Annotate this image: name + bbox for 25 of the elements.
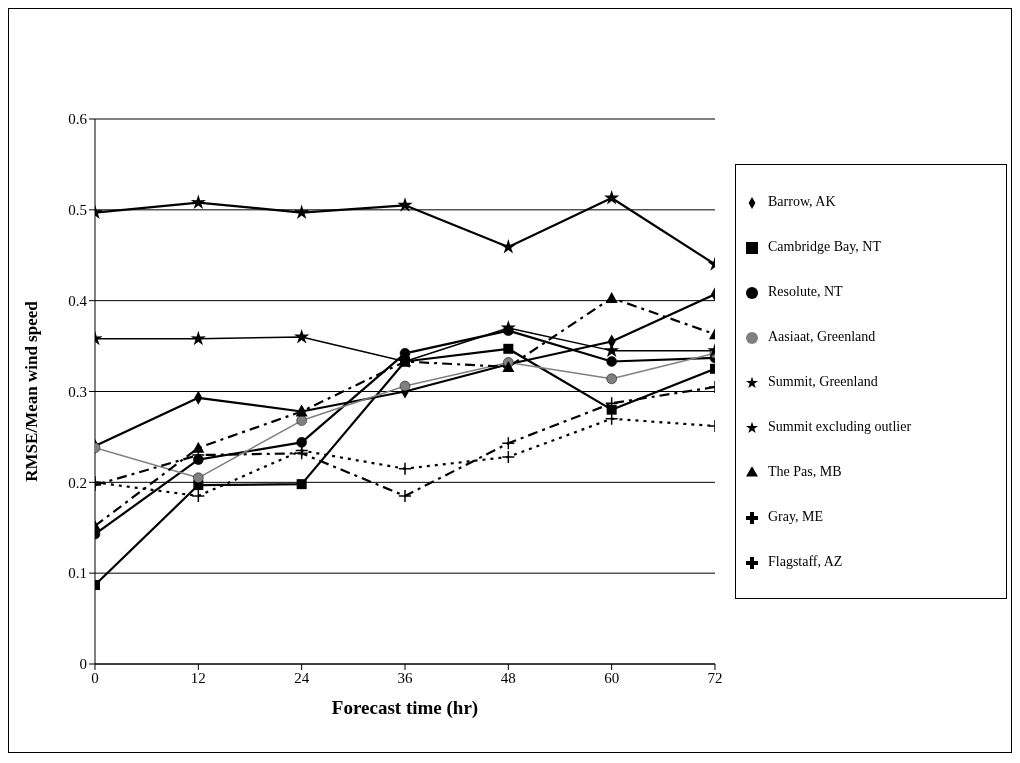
legend-label: Flagstaff, AZ: [768, 553, 843, 571]
x-tick-label: 12: [190, 669, 206, 686]
x-tick-label: 0: [91, 669, 99, 686]
y-tick-label: 0.6: [68, 111, 88, 128]
x-axis-title: Forecast time (hr): [331, 697, 479, 719]
legend-label: Gray, ME: [768, 508, 824, 526]
y-tick-label: 0: [79, 656, 87, 673]
y-tick-label: 0.5: [68, 202, 87, 219]
x-tick-label: 72: [707, 669, 723, 686]
legend-label: Resolute, NT: [768, 283, 843, 301]
y-tick-label: 0.4: [68, 292, 88, 309]
legend-label: The Pas, MB: [768, 463, 842, 481]
legend-label: Aasiaat, Greenland: [768, 328, 876, 346]
legend-label: Cambridge Bay, NT: [768, 238, 882, 256]
y-tick-label: 0.1: [68, 565, 87, 582]
x-tick-label: 48: [500, 669, 516, 686]
x-tick-label: 60: [604, 669, 620, 686]
y-axis-title: RMSE/Mean wind speed: [22, 300, 42, 482]
y-tick-label: 0.2: [68, 474, 87, 491]
legend-label: Summit excluding outlier: [768, 418, 912, 436]
legend-label: Barrow, AK: [768, 193, 836, 211]
x-tick-label: 24: [294, 669, 310, 686]
x-tick-label: 36: [397, 669, 413, 686]
legend-label: Summit, Greenland: [768, 373, 878, 391]
y-tick-label: 0.3: [68, 383, 87, 400]
